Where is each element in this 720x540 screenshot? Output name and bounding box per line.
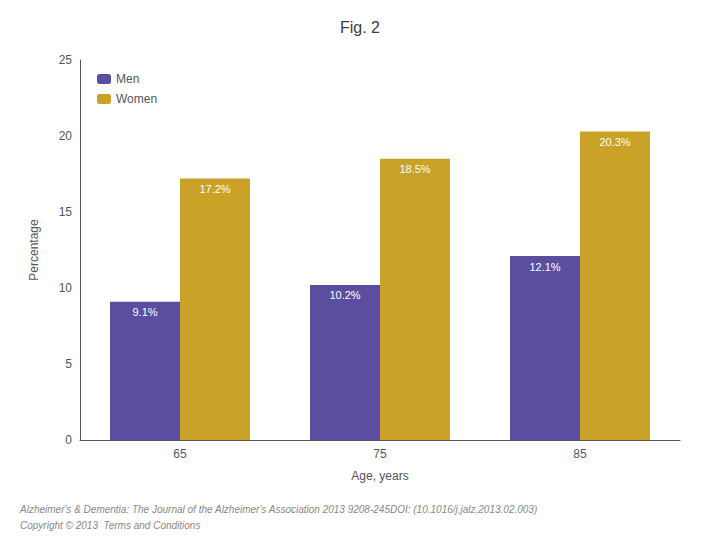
svg-text:Men: Men [116, 72, 139, 86]
svg-text:10: 10 [59, 281, 73, 295]
svg-text:85: 85 [573, 447, 587, 461]
svg-text:15: 15 [59, 205, 73, 219]
svg-text:20.3%: 20.3% [599, 136, 630, 148]
svg-text:12.1%: 12.1% [529, 261, 560, 273]
svg-text:Percentage: Percentage [27, 219, 41, 281]
svg-text:Copyright © 2013 Terms and Co: Copyright © 2013 Terms and Conditions [20, 520, 200, 531]
svg-text:25: 25 [59, 53, 73, 67]
svg-text:17.2%: 17.2% [199, 183, 230, 195]
svg-text:Women: Women [116, 92, 157, 106]
svg-text:20: 20 [59, 129, 73, 143]
svg-text:Age, years: Age, years [351, 469, 408, 483]
svg-text:Fig. 2: Fig. 2 [340, 19, 380, 36]
svg-text:10.2%: 10.2% [329, 289, 360, 301]
svg-text:Alzheimer's & Dementia: The Jo: Alzheimer's & Dementia: The Journal of t… [19, 504, 537, 515]
svg-text:9.1%: 9.1% [132, 306, 157, 318]
svg-text:5: 5 [65, 357, 72, 371]
svg-text:18.5%: 18.5% [399, 163, 430, 175]
svg-text:65: 65 [173, 447, 187, 461]
svg-text:75: 75 [373, 447, 387, 461]
svg-text:0: 0 [65, 433, 72, 447]
